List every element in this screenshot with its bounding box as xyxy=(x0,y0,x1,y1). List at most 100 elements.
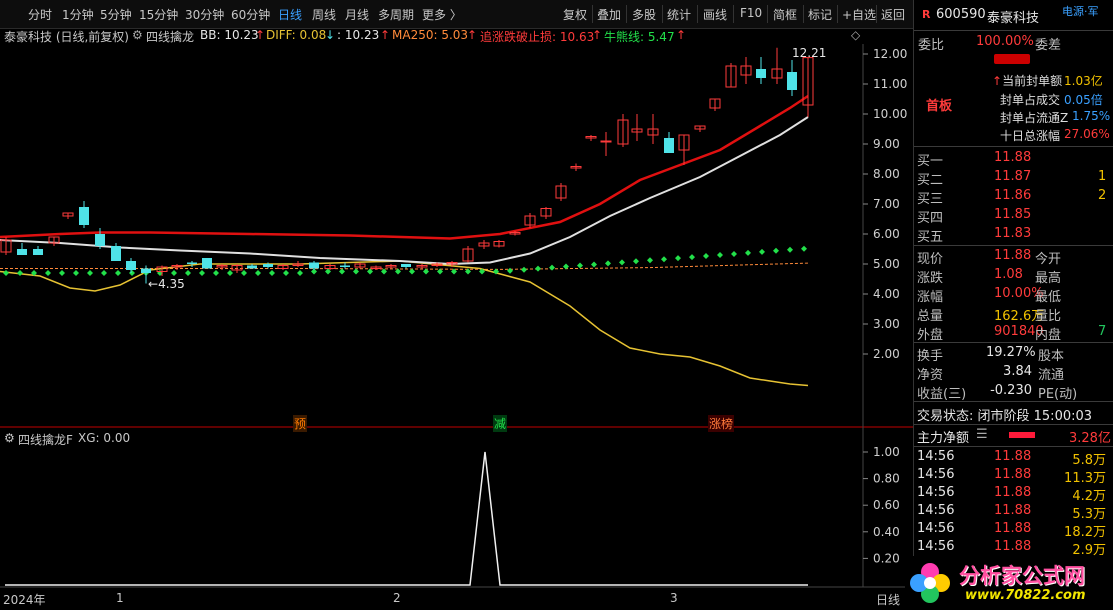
axis-label: 8.00 xyxy=(873,167,900,181)
axis-label: 0.60 xyxy=(873,498,900,512)
settings-icon[interactable]: ⚙ xyxy=(132,28,143,42)
bull-bear-dot xyxy=(381,268,387,275)
bid-label: 买一 xyxy=(917,154,944,169)
period-tab-fenshi[interactable]: 分时 xyxy=(28,8,53,22)
bull-bear-dot xyxy=(661,256,667,263)
candle-body xyxy=(509,232,521,235)
candle-body xyxy=(416,265,428,268)
bull-bear-dot xyxy=(647,257,653,264)
concept-tag[interactable]: 电源·军 xyxy=(1062,5,1099,18)
bid-volume: 2 xyxy=(1098,188,1107,203)
period-tab-daily[interactable]: 日线 xyxy=(278,8,303,22)
axis-label: 4.00 xyxy=(873,287,900,301)
divider xyxy=(914,424,1113,425)
tick-volume: 2.9万 xyxy=(1072,543,1106,558)
candle-body xyxy=(33,249,43,255)
quote-value: 10.00% xyxy=(994,286,1044,301)
tool-stats-button[interactable]: 统计 xyxy=(667,8,692,22)
bid-price: 11.87 xyxy=(994,169,1032,184)
list-icon[interactable]: ☰ xyxy=(976,427,988,442)
bull-bear-dot xyxy=(759,248,765,255)
period-tab-60min[interactable]: 60分钟 xyxy=(231,8,271,22)
tool-draw-button[interactable]: 画线 xyxy=(703,8,728,22)
shouban-label: 首板 xyxy=(926,99,953,114)
bid-price: 11.83 xyxy=(994,226,1032,241)
period-label[interactable]: 日线 xyxy=(876,593,901,607)
bull-bear-dot xyxy=(451,268,457,275)
fund-label: PE(动) xyxy=(1038,387,1078,402)
quote-value: 162.6万 xyxy=(994,309,1045,324)
legend-stop: 追涨跌破止损: 10.63 xyxy=(480,30,595,44)
ma250-polyline xyxy=(0,262,809,270)
period-tab-15min[interactable]: 15分钟 xyxy=(139,8,179,22)
bull-bear-dot xyxy=(45,270,51,276)
bull-bear-dot xyxy=(479,268,485,275)
tool-back-button[interactable]: 返回 xyxy=(881,8,906,22)
tick-time: 14:56 xyxy=(917,503,955,518)
quote-panel: R 600590 泰豪科技 电源·军 委比 100.00% 委差 首板 ↑当前封… xyxy=(913,0,1113,610)
divider xyxy=(914,401,1113,402)
bid-volume: 1 xyxy=(1098,169,1107,184)
tool-simple-frame-button[interactable]: 简框 xyxy=(773,8,798,22)
toolbar-divider xyxy=(697,5,698,23)
bull-bear-dot xyxy=(409,268,415,275)
low-annotation: ←4.35 xyxy=(148,277,185,291)
ma250-line xyxy=(0,262,809,270)
bull-bear-dot xyxy=(311,268,317,275)
candle-body xyxy=(585,136,597,139)
date-label: 2024年 xyxy=(3,593,46,607)
tool-mark-button[interactable]: 标记 xyxy=(808,8,833,22)
seal-value: 1.75% xyxy=(1072,109,1111,123)
legend-diff: DIFF: 0.08 xyxy=(266,28,327,42)
toolbar-divider xyxy=(803,5,804,23)
bull-bear-dot xyxy=(17,270,23,276)
sub-indicator-name[interactable]: 四线擒龙F xyxy=(18,433,73,447)
sub-settings-icon[interactable]: ⚙ xyxy=(4,431,15,445)
tick-volume: 5.8万 xyxy=(1072,453,1106,468)
watermark-url: www.70822.com xyxy=(965,588,1086,603)
candle-body xyxy=(141,268,151,273)
collapse-toggle[interactable] xyxy=(994,54,1030,64)
indicator-name[interactable]: 四线擒龙 xyxy=(146,30,195,44)
fund-label: 收益(三) xyxy=(917,387,967,402)
candle-body xyxy=(231,265,243,271)
bull-bear-dot xyxy=(549,264,555,271)
quote-label: 涨跌 xyxy=(917,271,944,286)
weicha-label: 委差 xyxy=(1035,38,1062,53)
bull-bear-dot xyxy=(73,270,79,276)
indicator-legend: 泰豪科技 (日线,前复权) ⚙ 四线擒龙 BB: 10.23 ↑ DIFF: 0… xyxy=(0,28,913,44)
tool-multistock-button[interactable]: 多股 xyxy=(632,8,657,22)
tick-volume: 18.2万 xyxy=(1064,525,1106,540)
candle-body xyxy=(524,215,536,226)
period-tab-weekly[interactable]: 周线 xyxy=(312,8,337,22)
seal-value: 1.03亿 xyxy=(1064,74,1103,88)
high-annotation: 12.21 xyxy=(792,46,827,60)
tool-add-watchlist-button[interactable]: +自选 xyxy=(842,8,877,22)
period-tab-monthly[interactable]: 月线 xyxy=(345,8,370,22)
toolbar-divider xyxy=(767,5,768,23)
diamond-icon[interactable]: ◇ xyxy=(851,28,861,42)
period-tab-5min[interactable]: 5分钟 xyxy=(100,8,132,22)
period-tab-1min[interactable]: 1分钟 xyxy=(62,8,94,22)
period-tab-30min[interactable]: 30分钟 xyxy=(185,8,225,22)
kline-chart[interactable]: 12.0011.0010.009.008.007.006.005.004.003… xyxy=(0,0,913,610)
tool-fuquan-button[interactable]: 复权 xyxy=(563,8,588,22)
tick-time: 14:56 xyxy=(917,539,955,554)
period-tab-more[interactable]: 更多 〉 xyxy=(422,8,462,22)
tick-time: 14:56 xyxy=(917,449,955,464)
axis-label: 3.00 xyxy=(873,317,900,331)
legend-unnamed: : 10.23 xyxy=(337,28,380,42)
axis-label: 7.00 xyxy=(873,197,900,211)
price-axis: 12.00 11.00 10.00 9.00 8.00 7.00 6.00 5.00 4.00 3… xyxy=(863,47,907,565)
tool-f10-button[interactable]: F10 xyxy=(740,6,763,20)
candle-body xyxy=(401,264,411,267)
candle-body xyxy=(171,265,183,268)
tool-overlay-button[interactable]: 叠加 xyxy=(597,8,622,22)
seal-label: 封单占流通Z xyxy=(1000,111,1069,125)
bid-label: 买二 xyxy=(917,173,944,188)
date-label: 1 xyxy=(116,591,124,605)
bid-label: 买三 xyxy=(917,192,944,207)
period-tab-multi[interactable]: 多周期 xyxy=(378,8,415,22)
candle-body xyxy=(600,140,612,143)
marker-yu: 预 xyxy=(293,415,308,432)
